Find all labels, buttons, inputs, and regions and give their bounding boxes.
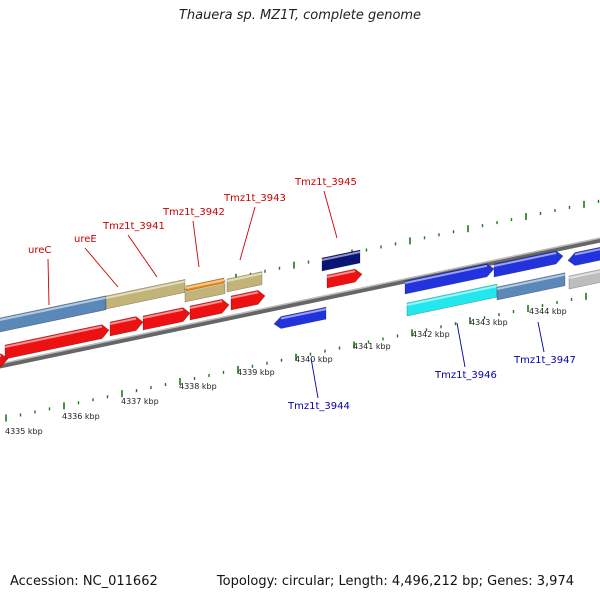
cds-3945 [326,268,363,289]
cds-ureE [109,316,144,337]
cds-ureC-shape [4,324,110,360]
gene-3947-bar [496,272,566,301]
ruler-tick-label: 4342 kbp [412,330,450,339]
gene-top-blue-3 [567,246,600,266]
gene-ureE-bar-highlight [105,280,186,299]
gene-label-leader [323,190,338,239]
ruler-tick-label: 4340 kbp [295,355,333,364]
gene-label-leader [456,322,466,368]
cds-3942-shape [189,298,230,321]
gene-label-leader [84,247,119,288]
gene-label-top: ureE [74,234,97,245]
gene-3943-bar-highlight [226,272,263,282]
cds-3943-highlight [230,291,259,299]
cds-red-0 [0,353,9,368]
ruler-tick-label: 4344 kbp [529,307,567,316]
gene-ureC-bar-shape [0,295,107,333]
ruler-tick-label: 4336 kbp [62,412,100,421]
gene-ureE-bar [105,279,186,310]
gene-ureC-bar-highlight [0,296,107,321]
cds-3942-highlight [189,300,223,309]
cds-ureE-shape [109,316,144,337]
gene-ureC-bar [0,295,107,333]
ruler-tick-label: 4339 kbp [237,368,275,377]
gene-top-blue-2 [493,250,564,278]
cds-3943 [230,290,266,311]
gene-3946-bar-highlight [406,285,498,306]
gene-gray-bar-shape [568,269,600,290]
gene-3942-highlight-bar [185,277,225,292]
accession-text: Accession: NC_011662 [10,574,158,589]
gene-3945-bar [321,249,361,272]
gene-3945-bar-highlight [321,251,361,261]
cds-3945-shape [326,268,363,289]
ruler-tick-label: 4343 kbp [470,318,508,327]
cds-ureC [4,324,110,360]
gene-label-top: Tmz1t_3942 [162,207,225,218]
gene-features [0,246,600,368]
gene-3947-bar-shape [496,272,566,301]
gene-label-leader [310,357,319,399]
map-title: Thauera sp. MZ1T, complete genome [178,8,422,23]
cds-3944-highlight [280,308,327,320]
cds-3941-highlight [142,308,184,319]
ruler-tick-label: 4335 kbp [5,427,43,436]
gene-label-bottom: Tmz1t_3946 [434,370,497,381]
cds-ureC-highlight [4,325,103,348]
cds-ureE-highlight [109,317,137,325]
gene-label-leader [239,206,256,261]
gene-3947-bar-highlight [496,273,566,290]
gene-3945-bar-shape [321,249,361,272]
gene-label-leader [127,234,158,278]
gene-top-blue-1-shape [404,263,495,295]
gene-label-top: Tmz1t_3943 [223,193,286,204]
gene-top-blue-1 [404,263,495,295]
cds-3944 [273,306,327,329]
gene-3942-highlight-bar-highlight [185,279,225,289]
gene-top-blue-2-highlight [493,252,557,267]
cds-3941 [142,307,191,331]
gene-label-bottom: Tmz1t_3947 [513,355,576,366]
lower-ruler: 4335 kbp 4336 kbp 4337 kbp 4338 kbp 4339 kbp… [5,292,587,436]
gene-top-blue-2-shape [493,250,564,278]
gene-label-leader [192,220,200,268]
gene-top-blue-1-highlight [404,264,488,284]
ruler-tick-label: 4337 kbp [121,397,159,406]
ruler-tick-label: 4341 kbp [353,342,391,351]
gene-label-leader [47,258,50,306]
gene-labels: ureC ureE Tmz1t_3941 Tmz1t_3942 Tmz1t_3943 Tm… [28,177,576,412]
cds-3942 [189,298,230,321]
cds-3945-highlight [326,270,356,278]
gene-label-leader [537,321,545,353]
cds-3941-shape [142,307,191,331]
gene-top-blue-3-highlight [574,248,600,256]
ruler-tick-label: 4338 kbp [179,382,217,391]
genome-backbone [0,237,600,369]
gene-3943-bar [226,271,263,293]
genome-summary-text: Topology: circular; Length: 4,496,212 bp… [216,574,574,589]
gene-label-top: ureC [28,245,51,256]
cds-3943-shape [230,290,266,311]
gene-label-bottom: Tmz1t_3944 [287,401,350,412]
gene-3943-bar-shape [226,271,263,293]
gene-gray-bar [568,269,600,290]
gene-label-top: Tmz1t_3945 [294,177,357,188]
gene-label-top: Tmz1t_3941 [102,221,165,232]
cds-red-0-shape [0,353,9,368]
gene-gray-bar-highlight [568,270,600,279]
